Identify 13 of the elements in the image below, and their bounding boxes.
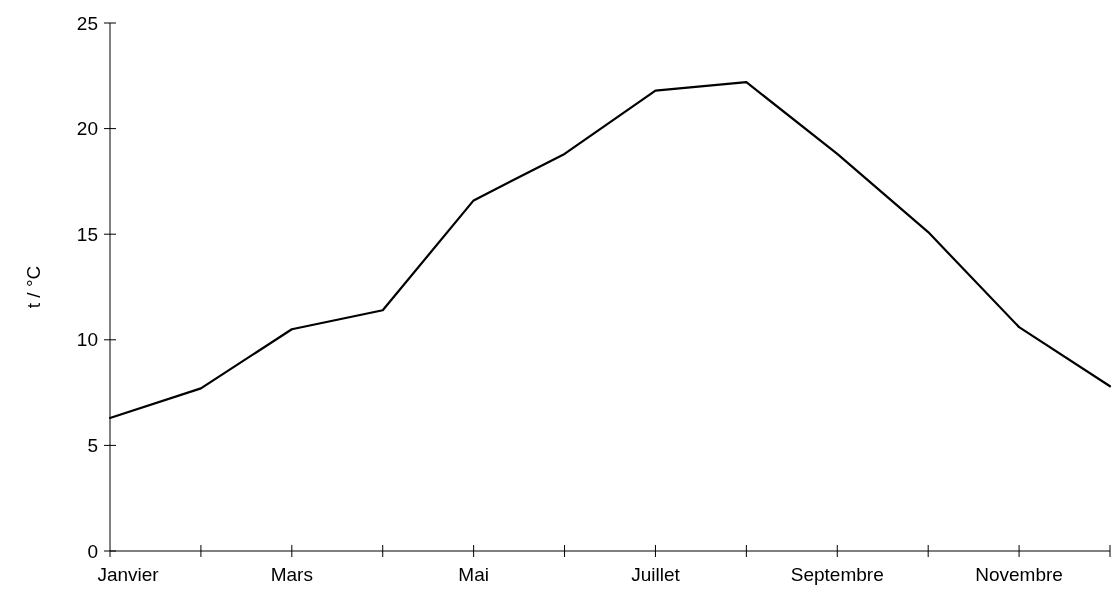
y-tick-label: 10 (76, 329, 98, 351)
x-tick-label: Mars (270, 564, 313, 585)
y-tick-label: 0 (87, 540, 98, 562)
y-tick-label: 5 (87, 435, 98, 457)
y-axis-title: t / °C (23, 265, 44, 309)
y-tick-label: 15 (76, 223, 98, 245)
x-tick-label: Mai (458, 564, 489, 585)
y-tick-label: 25 (76, 12, 98, 34)
x-tick-label: Novembre (975, 564, 1063, 585)
x-tick-label: Juillet (631, 564, 681, 585)
x-tick-label: Janvier (97, 564, 160, 585)
x-tick-label: Septembre (790, 564, 884, 585)
y-tick-label: 20 (76, 118, 98, 140)
